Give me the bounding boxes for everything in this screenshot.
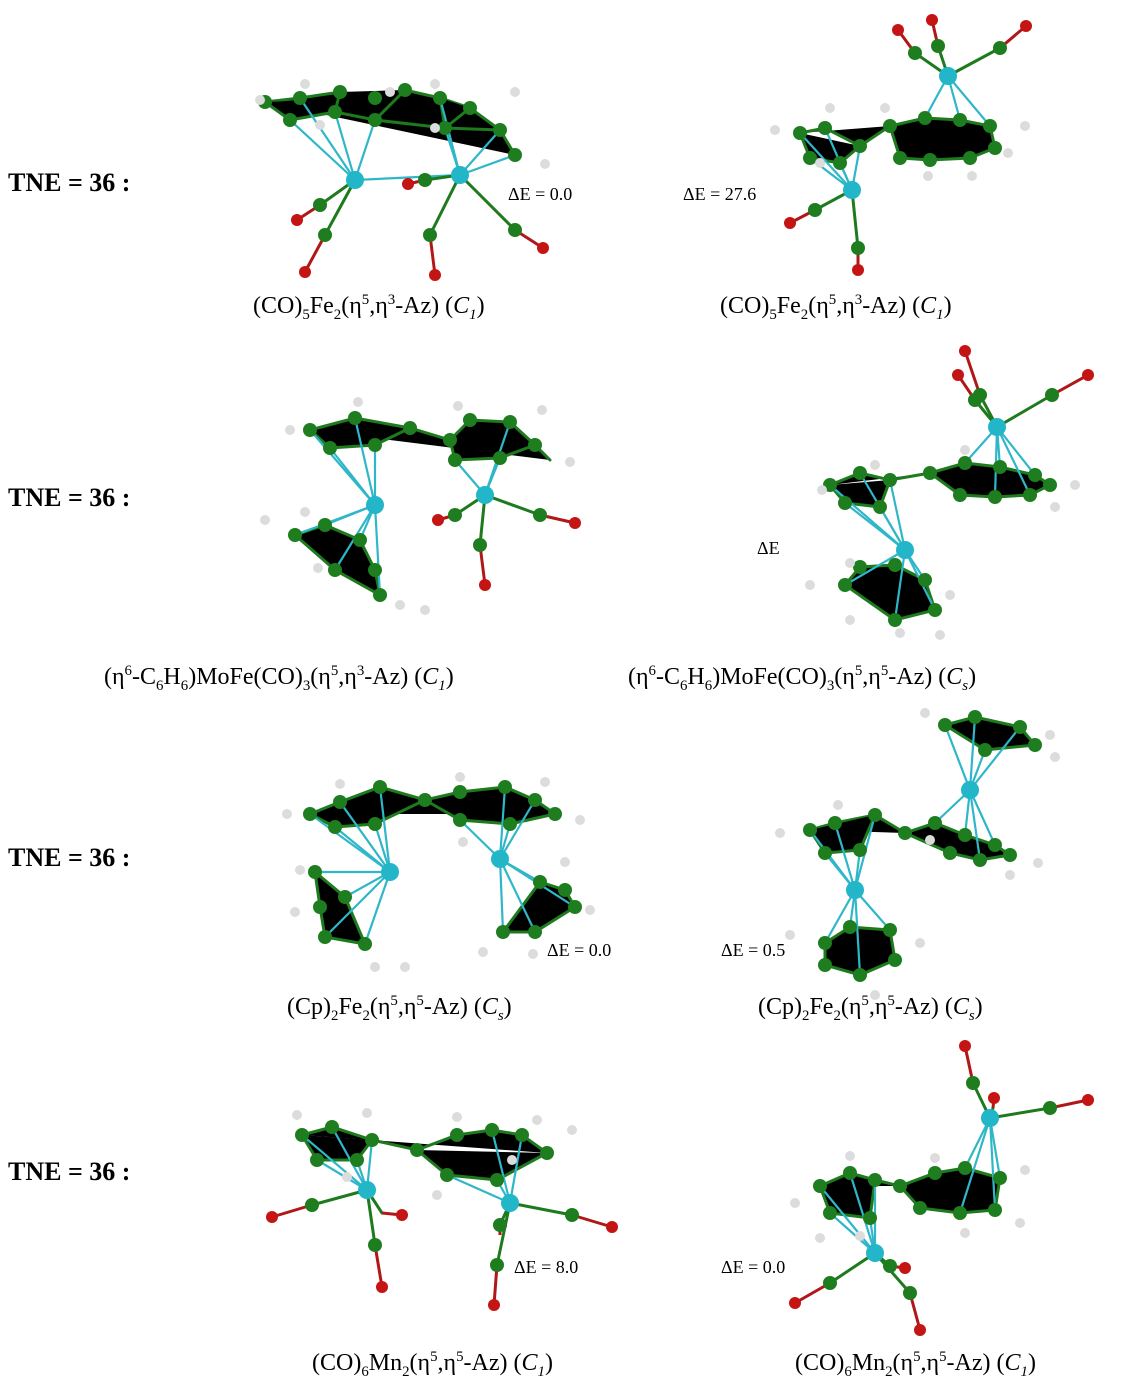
hydrogen-atoms bbox=[770, 103, 1030, 181]
oxygen-atoms bbox=[432, 514, 581, 591]
carbon-atoms bbox=[793, 39, 1007, 255]
caption-3-right: (Cp)2Fe2(η5,η5-Az) (Cs) bbox=[758, 993, 983, 1024]
molecule-structure-2-left bbox=[260, 397, 581, 615]
carbon-atoms bbox=[813, 1076, 1057, 1300]
metal-atoms bbox=[381, 850, 509, 881]
carbon-atoms bbox=[303, 780, 582, 951]
azulene-ring bbox=[263, 88, 517, 157]
molecule-structure-1-right bbox=[770, 14, 1032, 276]
caption-4-right: (CO)6Mn2(η5,η5-Az) (C1) bbox=[795, 1349, 1036, 1380]
delta-e-1-right: ΔE = 27.6 bbox=[683, 184, 757, 204]
azulene-ring bbox=[308, 785, 557, 829]
caption-2-left: (η6-C6H6)MoFe(CO)3(η5,η3-Az) (C1) bbox=[104, 663, 454, 694]
metal-atoms bbox=[346, 166, 469, 189]
hydrogen-atoms bbox=[805, 445, 1080, 640]
delta-e-1-left: ΔE = 0.0 bbox=[508, 184, 573, 204]
metal-atoms bbox=[896, 418, 1006, 559]
caption-4-left: (CO)6Mn2(η5,η5-Az) (C1) bbox=[312, 1349, 553, 1380]
metal-atoms bbox=[843, 67, 957, 199]
metal-atoms bbox=[846, 781, 979, 899]
hydrogen-atoms bbox=[790, 1151, 1030, 1243]
oxygen-atoms bbox=[789, 1040, 1094, 1336]
hydrogen-atoms bbox=[282, 772, 595, 972]
oxygen-atoms bbox=[291, 178, 549, 281]
tne-label-row-4: TNE = 36 : bbox=[8, 1157, 131, 1186]
molecule-structure-1-left bbox=[255, 79, 550, 281]
carbon-atoms bbox=[288, 411, 547, 602]
hydrogen-atoms bbox=[292, 1108, 577, 1200]
metal-bonds bbox=[300, 1125, 524, 1205]
benzene-ring bbox=[292, 523, 383, 598]
caption-1-right: (CO)5Fe2(η5,η3-Az) (C1) bbox=[720, 292, 952, 323]
molecule-structure-4-right bbox=[789, 1040, 1094, 1336]
molecule-structure-3-left bbox=[282, 772, 595, 972]
molecule-structure-3-right bbox=[775, 708, 1060, 1000]
caption-1-left: (CO)5Fe2(η5,η3-Az) (C1) bbox=[253, 292, 485, 323]
oxygen-atoms bbox=[952, 345, 1094, 381]
carbon-atoms bbox=[258, 83, 522, 242]
caption-3-left: (Cp)2Fe2(η5,η5-Az) (Cs) bbox=[287, 993, 512, 1024]
molecule-structure-4-left bbox=[266, 1108, 618, 1311]
delta-e-4-left: ΔE = 8.0 bbox=[514, 1257, 579, 1277]
metal-bonds bbox=[293, 416, 512, 597]
delta-e-2-right: ΔE bbox=[757, 538, 780, 558]
delta-e-3-left: ΔE = 0.0 bbox=[547, 940, 612, 960]
carbon-atoms bbox=[295, 1120, 579, 1272]
carbon-atoms bbox=[823, 388, 1059, 627]
tne-label-row-3: TNE = 36 : bbox=[8, 843, 131, 872]
carbonyl-ligands bbox=[296, 173, 544, 276]
hydrogen-atoms bbox=[775, 708, 1060, 1000]
metal-atoms bbox=[366, 486, 494, 514]
carbonyl-ligands bbox=[271, 1188, 613, 1306]
metal-atoms bbox=[866, 1109, 999, 1262]
carbon-atoms bbox=[803, 710, 1042, 982]
delta-e-4-right: ΔE = 0.0 bbox=[721, 1257, 786, 1277]
molecule-structure-2-right bbox=[805, 345, 1094, 640]
carbonyl-ligands bbox=[794, 1045, 1089, 1331]
hydrogen-atoms bbox=[255, 79, 550, 169]
hydrogen-atoms bbox=[260, 397, 575, 615]
tne-label-row-2: TNE = 36 : bbox=[8, 483, 131, 512]
oxygen-atoms bbox=[266, 1209, 618, 1311]
tne-label-row-1: TNE = 36 : bbox=[8, 168, 131, 197]
delta-e-3-right: ΔE = 0.5 bbox=[721, 940, 786, 960]
caption-2-right: (η6-C6H6)MoFe(CO)3(η5,η5-Az) (Cs) bbox=[628, 663, 977, 694]
oxygen-atoms bbox=[784, 14, 1032, 276]
carbonyl-ligands bbox=[437, 493, 576, 586]
metal-atoms bbox=[358, 1181, 519, 1212]
